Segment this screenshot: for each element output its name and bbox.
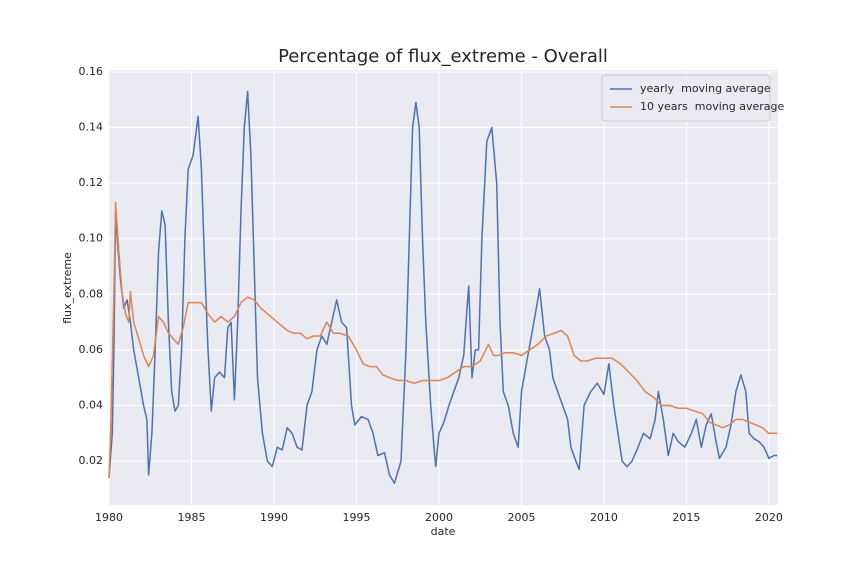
y-tick-label: 0.06 xyxy=(79,343,104,356)
x-tick-label: 1990 xyxy=(260,511,288,524)
y-tick-label: 0.08 xyxy=(79,287,104,300)
x-tick-label: 2000 xyxy=(425,511,453,524)
line-series xyxy=(108,90,778,485)
x-tick-label: 2015 xyxy=(672,511,700,524)
x-tick-label: 2010 xyxy=(590,511,618,524)
legend-label: yearly moving average xyxy=(640,82,771,95)
y-tick-label: 0.04 xyxy=(79,398,104,411)
x-axis-label: date xyxy=(431,525,456,538)
x-tick-label: 1980 xyxy=(95,511,123,524)
x-tick-label: 1985 xyxy=(177,511,205,524)
y-axis-label: flux_extreme xyxy=(61,252,74,324)
y-tick-label: 0.16 xyxy=(79,65,104,78)
line-series xyxy=(108,201,778,478)
chart-title: Percentage of flux_extreme - Overall xyxy=(278,46,608,67)
y-tick-label: 0.02 xyxy=(79,454,104,467)
x-tick-label: 2020 xyxy=(755,511,783,524)
plot-area xyxy=(109,70,778,505)
y-tick-label: 0.12 xyxy=(79,176,104,189)
y-tick-label: 0.10 xyxy=(79,232,104,245)
legend-box xyxy=(601,74,771,122)
legend-label: 10 years moving average xyxy=(640,100,784,113)
y-tick-label: 0.14 xyxy=(79,121,104,134)
x-tick-label: 2005 xyxy=(507,511,535,524)
x-tick-label: 1995 xyxy=(342,511,370,524)
